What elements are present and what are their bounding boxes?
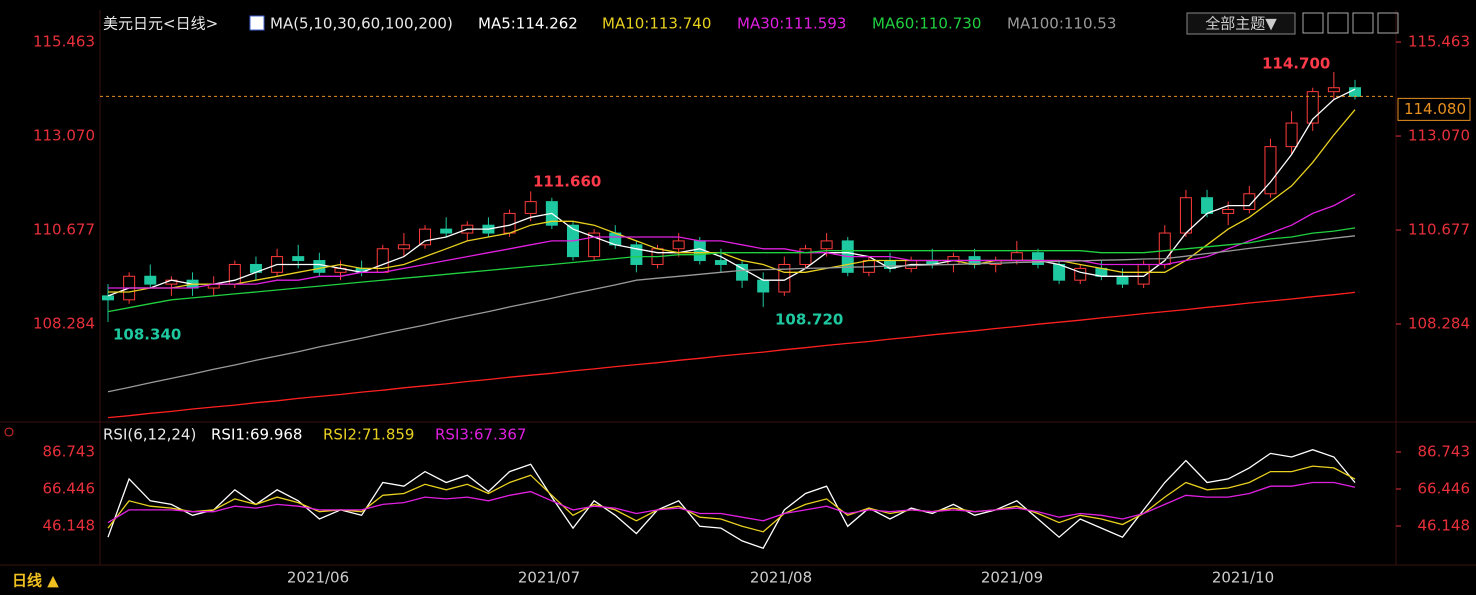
y-tick-label: 115.463: [1408, 33, 1470, 51]
line-series: [107, 227, 1356, 313]
legend-entry: MA5:114.262: [478, 15, 578, 33]
candle-body: [102, 295, 114, 301]
legend-entry: MA30:111.593: [737, 15, 846, 33]
candle-body: [313, 260, 326, 273]
candle-body: [1137, 263, 1150, 285]
ma-title: MA(5,10,30,60,100,200): [270, 15, 453, 33]
candle-body: [1179, 197, 1192, 234]
candle-body: [672, 240, 685, 250]
candle-body: [1349, 87, 1361, 97]
theme-button-label[interactable]: 全部主题▼: [1205, 15, 1277, 33]
candle-body: [1031, 252, 1044, 265]
legend-entry: MA10:113.740: [602, 15, 711, 33]
last-price-label: 114.080: [1404, 100, 1466, 118]
candle-body: [440, 228, 453, 234]
x-tick-label: 2021/09: [981, 569, 1043, 587]
legend-entry: MA60:110.730: [872, 15, 981, 33]
line-series: [107, 88, 1356, 297]
tool-icon[interactable]: [1377, 12, 1399, 34]
y-tick-label: 66.446: [1418, 480, 1471, 498]
tool-icon[interactable]: [1327, 12, 1349, 34]
line-series: [108, 193, 1356, 289]
y-tick-label: 113.070: [33, 127, 95, 145]
candle-body: [778, 263, 791, 293]
line-series: [108, 109, 1356, 293]
candle-body: [1264, 146, 1277, 195]
candle-body: [524, 201, 537, 214]
candle-body: [1306, 91, 1319, 124]
theme-button[interactable]: [1186, 12, 1296, 35]
candle-body: [1285, 122, 1298, 148]
period-selector[interactable]: 日线 ▲: [12, 572, 59, 590]
candle-body: [714, 260, 727, 265]
candle-body: [1222, 208, 1235, 214]
candle-body: [292, 256, 305, 262]
candle-body: [144, 275, 157, 285]
x-tick-label: 2021/10: [1212, 569, 1274, 587]
line-series: [107, 235, 1356, 393]
legend-entry: MA100:110.53: [1007, 15, 1116, 33]
line-series: [107, 481, 1356, 524]
rsi-icon[interactable]: [4, 427, 14, 437]
candle-body: [736, 263, 749, 281]
y-tick-label: 110.677: [33, 221, 95, 239]
tool-icon[interactable]: [1302, 12, 1324, 34]
legend-entry: RSI3:67.367: [435, 426, 526, 444]
high-label: 111.660: [533, 173, 601, 191]
candle-body: [757, 279, 770, 293]
line-series: [107, 449, 1356, 549]
y-tick-label: 110.677: [1408, 221, 1470, 239]
candle-body: [1201, 197, 1214, 214]
candle-body: [1010, 252, 1023, 262]
candle-body: [1053, 263, 1066, 281]
candle-body: [630, 244, 643, 265]
symbol-title: 美元日元<日线>: [103, 15, 218, 33]
y-tick-label: 108.284: [1408, 315, 1470, 333]
low-label: 108.720: [775, 311, 843, 329]
line-series: [107, 291, 1356, 419]
y-tick-label: 113.070: [1408, 127, 1470, 145]
candle-body: [1116, 275, 1129, 285]
y-tick-label: 46.148: [1418, 517, 1471, 535]
candle-body: [419, 228, 432, 246]
tool-icon[interactable]: [1352, 12, 1374, 34]
candle-body: [1327, 87, 1340, 93]
x-tick-label: 2021/07: [518, 569, 580, 587]
x-tick-label: 2021/06: [287, 569, 349, 587]
high-label: 114.700: [1262, 55, 1330, 73]
low-label: 108.340: [113, 326, 181, 344]
candle-body: [1074, 267, 1087, 281]
ma-icon: [249, 15, 265, 31]
x-tick-label: 2021/08: [750, 569, 812, 587]
rsi-title: RSI(6,12,24): [103, 426, 196, 444]
legend-entry: RSI1:69.968: [211, 426, 302, 444]
y-tick-label: 115.463: [33, 33, 95, 51]
last-price-box: [1397, 97, 1471, 121]
y-tick-label: 86.743: [43, 442, 96, 460]
line-series: [107, 465, 1356, 533]
candle-body: [799, 248, 812, 265]
y-tick-label: 66.446: [43, 480, 96, 498]
y-tick-label: 86.743: [1418, 442, 1471, 460]
candle-body: [820, 240, 833, 250]
y-tick-label: 108.284: [33, 315, 95, 333]
candle-body: [397, 244, 410, 250]
candle-body: [588, 232, 601, 258]
candle-body: [1243, 193, 1256, 210]
legend-entry: RSI2:71.859: [323, 426, 414, 444]
y-tick-label: 46.148: [43, 517, 96, 535]
